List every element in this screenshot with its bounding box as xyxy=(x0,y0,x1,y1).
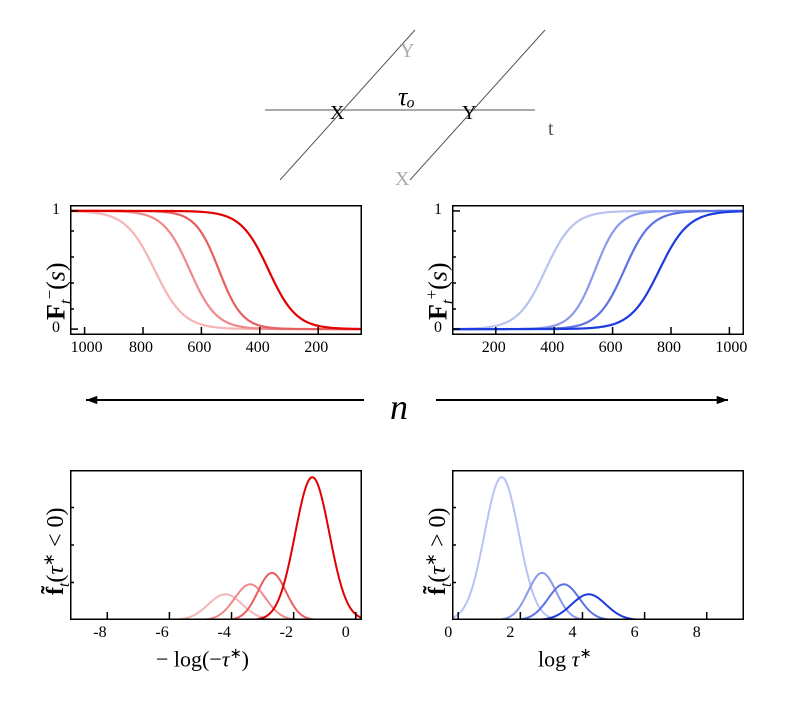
panel_F_minus-xtick: 1000 xyxy=(71,339,103,357)
panel_f_minus-xtick: -8 xyxy=(93,624,106,642)
panel_F_plus-xtick: 800 xyxy=(657,339,681,357)
panel_f_minus xyxy=(70,470,362,620)
panel_F_minus-xtick: 400 xyxy=(246,339,270,357)
panel_F_minus-ylabel: Ft−(s) xyxy=(40,262,76,320)
top-schematic: τₒXYYXt xyxy=(200,10,600,180)
panel_F_minus-ytick: 1 xyxy=(52,201,60,219)
axis-variable-n: n xyxy=(390,386,408,428)
schematic-label-Y: Y xyxy=(462,102,476,125)
panel_F_plus-xtick: 400 xyxy=(540,339,564,357)
panel_F_minus xyxy=(70,205,362,335)
panel_f_minus-xtick: 0 xyxy=(342,624,350,642)
panel_F_plus-ylabel: Ft+(s) xyxy=(422,262,458,320)
panel_f_plus-xtick: 0 xyxy=(444,624,452,642)
panel_f_minus-xtick: -4 xyxy=(218,624,231,642)
panel_F_plus xyxy=(452,205,744,335)
panel_F_plus-ytick: 0 xyxy=(434,319,442,337)
panel_F_plus-xtick: 600 xyxy=(599,339,623,357)
panel_f_minus-xtick: -2 xyxy=(280,624,293,642)
schematic-label-tau: τₒ xyxy=(398,82,415,112)
schematic-label-Xg: X xyxy=(395,168,409,191)
panel_F_minus-xtick: 600 xyxy=(187,339,211,357)
schematic-label-Yg: Y xyxy=(400,40,414,63)
panel_F_plus-ytick: 1 xyxy=(434,201,442,219)
schematic-label-X: X xyxy=(330,102,344,125)
panel_f_plus-xtick: 8 xyxy=(693,624,701,642)
panel_f_minus-xtick: -6 xyxy=(155,624,168,642)
panel_f_minus-xlabel: − log(−τ∗) xyxy=(156,646,249,672)
panel_f_minus-ylabel: f̃t(τ∗ < 0) xyxy=(40,507,74,595)
panel_F_plus-xtick: 200 xyxy=(482,339,506,357)
schematic-label-t: t xyxy=(548,118,554,141)
panel_f_plus-xtick: 2 xyxy=(506,624,514,642)
panel_F_plus-xtick: 1000 xyxy=(715,339,747,357)
panel_F_minus-xtick: 200 xyxy=(304,339,328,357)
panel_f_plus-xtick: 6 xyxy=(631,624,639,642)
figure-root: τₒXYYXt100080060040020001Ft−(s)200400600… xyxy=(0,0,800,723)
panel_F_minus-ytick: 0 xyxy=(52,319,60,337)
panel_f_plus xyxy=(452,470,744,620)
panel_f_plus-xtick: 4 xyxy=(568,624,576,642)
panel_f_plus-ylabel: f̃t(τ∗ > 0) xyxy=(422,507,456,595)
panel_F_minus-xtick: 800 xyxy=(129,339,153,357)
panel_f_plus-xlabel: log τ∗ xyxy=(538,646,591,672)
